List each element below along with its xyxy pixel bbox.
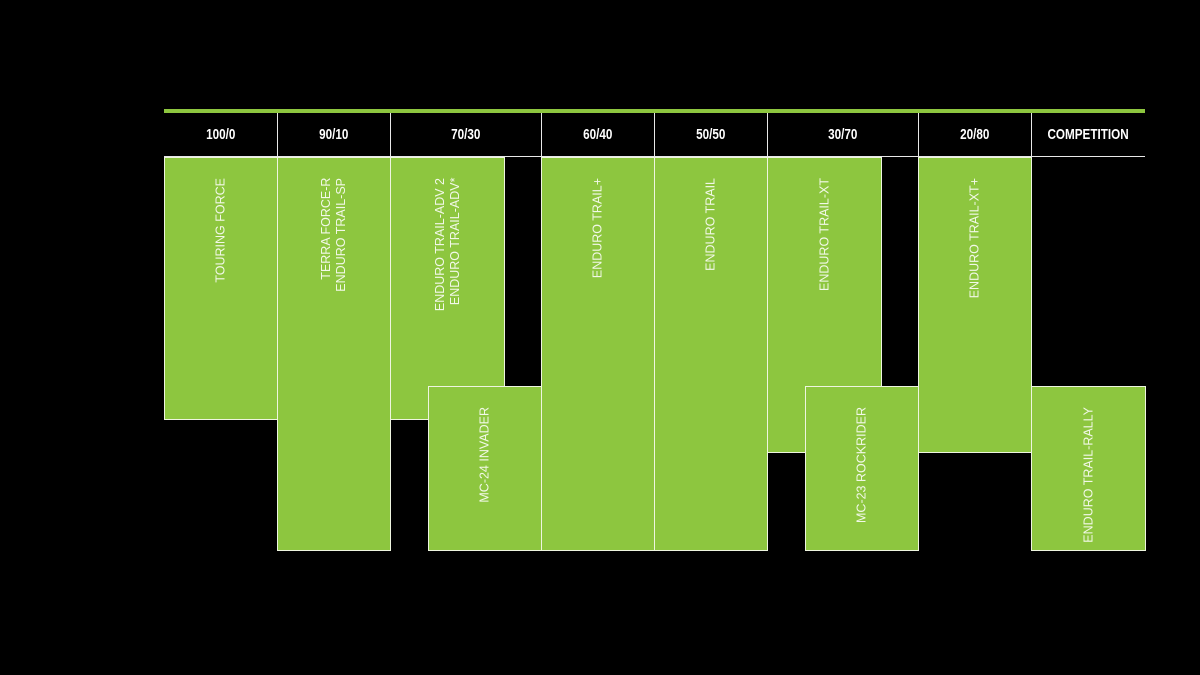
product-label: ENDURO TRAIL-ADV 2 ENDURO TRAIL-ADV* [432, 178, 462, 312]
product-enduro-trail-xt-plus: ENDURO TRAIL-XT+ [918, 157, 1032, 453]
product-label: MC-24 INVADER [477, 407, 492, 503]
product-enduro-trail: ENDURO TRAIL [654, 157, 768, 551]
header-label: 70/30 [451, 126, 481, 143]
product-label: ENDURO TRAIL [703, 178, 718, 271]
product-enduro-trail-rally: ENDURO TRAIL-RALLY [1031, 386, 1146, 551]
header-90-10: 90/10 [277, 113, 390, 157]
header-competition: COMPETITION [1031, 113, 1145, 157]
header-50-50: 50/50 [654, 113, 767, 157]
header-label: 60/40 [583, 126, 613, 143]
product-label: ENDURO TRAIL+ [590, 178, 605, 279]
product-label: TERRA FORCE-R ENDURO TRAIL-SP [319, 178, 348, 292]
header-60-40: 60/40 [541, 113, 654, 157]
header-label: COMPETITION [1047, 126, 1130, 143]
product-label: ENDURO TRAIL-XT [817, 178, 831, 291]
header-100-0: 100/0 [164, 113, 277, 157]
header-70-30: 70/30 [390, 113, 541, 157]
header-label: 30/70 [828, 126, 858, 143]
product-label: MC-23 ROCKRIDER [854, 407, 869, 523]
product-label: ENDURO TRAIL-RALLY [1081, 407, 1095, 543]
header-20-80: 20/80 [918, 113, 1031, 157]
product-terra-force-r: TERRA FORCE-R ENDURO TRAIL-SP [277, 157, 391, 551]
header-label: 100/0 [205, 126, 236, 143]
header-30-70: 30/70 [767, 113, 918, 157]
product-label: ENDURO TRAIL-XT+ [967, 178, 982, 299]
product-label: TOURING FORCE [213, 178, 228, 283]
product-enduro-trail-adv: ENDURO TRAIL-ADV 2 ENDURO TRAIL-ADV* [390, 157, 505, 420]
accent-bar [164, 109, 1145, 113]
product-mc-23-rockrider: MC-23 ROCKRIDER [805, 386, 919, 551]
header-label: 20/80 [960, 126, 990, 143]
product-enduro-trail-plus: ENDURO TRAIL+ [541, 157, 655, 551]
header-label: 50/50 [696, 126, 726, 143]
header-label: 90/10 [319, 126, 349, 143]
product-mc-24-invader: MC-24 INVADER [428, 386, 542, 551]
product-touring-force: TOURING FORCE [164, 157, 278, 420]
